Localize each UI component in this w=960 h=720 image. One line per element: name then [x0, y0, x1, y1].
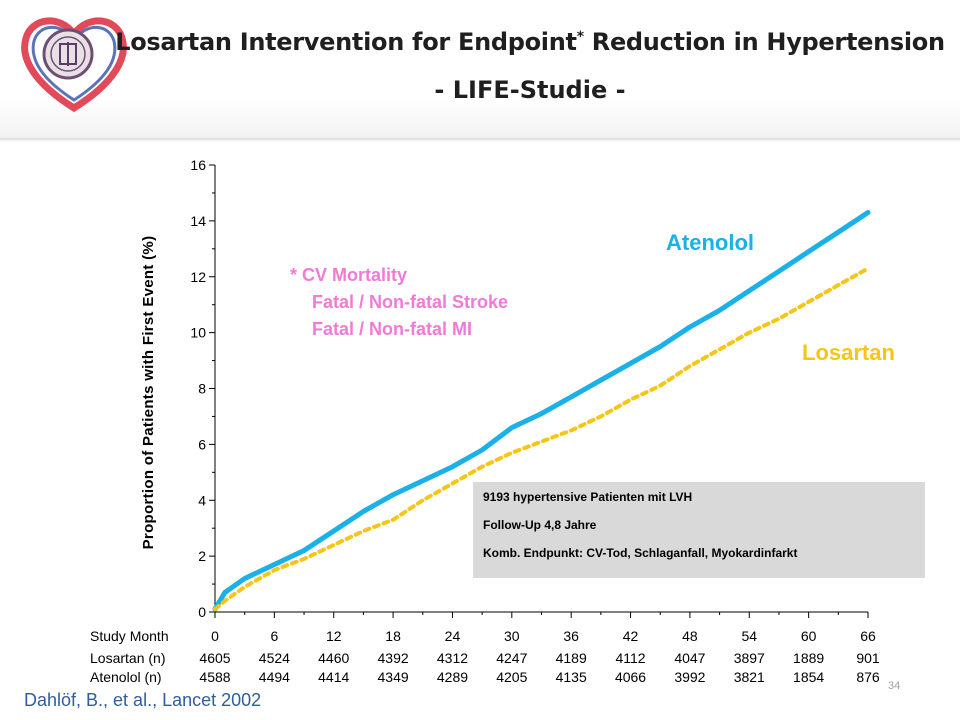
at-risk-row-label: Atenolol (n) [90, 669, 162, 685]
at-risk-value: 1889 [793, 650, 824, 666]
citation: Dahlöf, B., et al., Lancet 2002 [24, 690, 262, 710]
x-tick-label: 30 [504, 628, 520, 644]
at-risk-row-label: Losartan (n) [90, 650, 165, 666]
at-risk-value: 4205 [496, 669, 527, 685]
series-label-losartan: Losartan [802, 340, 895, 365]
x-tick-label: 66 [860, 628, 876, 644]
at-risk-value: 4392 [378, 650, 409, 666]
y-tick-label: 4 [198, 492, 206, 508]
at-risk-value: 4460 [318, 650, 349, 666]
at-risk-value: 4414 [318, 669, 349, 685]
x-tick-label: 60 [801, 628, 817, 644]
info-patients: 9193 hypertensive Patienten mit LVH [483, 490, 693, 504]
info-endpoint: Komb. Endpunkt: CV-Tod, Schlaganfall, My… [483, 546, 798, 560]
at-risk-value: 4605 [199, 650, 230, 666]
at-risk-value: 3992 [674, 669, 705, 685]
slide-title: Losartan Intervention for Endpoint* Redu… [115, 28, 945, 56]
at-risk-value: 4349 [378, 669, 409, 685]
at-risk-value: 4047 [674, 650, 705, 666]
x-tick-label: 12 [326, 628, 342, 644]
page-number: 34 [888, 680, 901, 692]
at-risk-value: 4289 [437, 669, 468, 685]
at-risk-value: 4066 [615, 669, 646, 685]
x-tick-label: 0 [211, 628, 219, 644]
at-risk-value: 4112 [615, 650, 645, 666]
x-tick-label: 42 [623, 628, 639, 644]
y-tick-label: 8 [198, 381, 206, 397]
y-axis-label: Proportion of Patients with First Event … [140, 236, 157, 550]
x-axis-label: Study Month [90, 628, 169, 644]
y-tick-label: 16 [190, 157, 206, 173]
endpoint-mi: Fatal / Non-fatal MI [312, 319, 473, 339]
endpoint-legend: * CV Mortality Fatal / Non-fatal Stroke … [290, 262, 508, 343]
at-risk-value: 3821 [734, 669, 765, 685]
at-risk-value: 4494 [259, 669, 290, 685]
at-risk-value: 1854 [793, 669, 824, 685]
endpoint-cv-mortality: * CV Mortality [290, 265, 408, 285]
university-seal-logo [21, 17, 127, 113]
y-tick-label: 2 [198, 548, 206, 564]
x-tick-label: 6 [270, 628, 278, 644]
at-risk-value: 3897 [734, 650, 765, 666]
x-tick-label: 24 [445, 628, 461, 644]
x-tick-label: 36 [563, 628, 579, 644]
x-tick-label: 54 [741, 628, 757, 644]
series-line-losartan [213, 266, 870, 612]
x-tick-label: 48 [682, 628, 698, 644]
series-label-atenolol: Atenolol [666, 230, 754, 255]
slide-header [0, 0, 960, 140]
series-line-atenolol [212, 210, 871, 612]
header-divider [0, 138, 960, 142]
at-risk-value: 4135 [556, 669, 587, 685]
x-tick-label: 18 [385, 628, 401, 644]
y-tick-label: 14 [190, 213, 206, 229]
at-risk-value: 4189 [556, 650, 587, 666]
y-tick-label: 6 [198, 436, 206, 452]
at-risk-value: 876 [856, 669, 880, 685]
at-risk-value: 4588 [199, 669, 230, 685]
endpoint-stroke: Fatal / Non-fatal Stroke [312, 292, 509, 312]
y-tick-label: 10 [190, 325, 206, 341]
at-risk-value: 4524 [259, 650, 290, 666]
study-info-box: 9193 hypertensive Patienten mit LVH Foll… [473, 482, 925, 578]
info-followup: Follow-Up 4,8 Jahre [483, 518, 597, 532]
y-tick-label: 0 [198, 604, 206, 620]
at-risk-value: 4312 [437, 650, 468, 666]
at-risk-value: 901 [856, 650, 880, 666]
slide-subtitle: - LIFE-Studie - [434, 76, 626, 104]
at-risk-value: 4247 [496, 650, 527, 666]
y-tick-label: 12 [190, 269, 206, 285]
